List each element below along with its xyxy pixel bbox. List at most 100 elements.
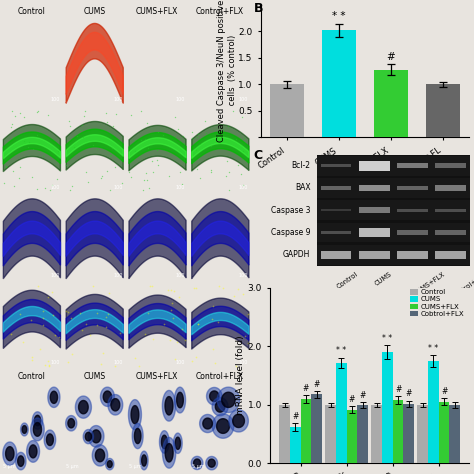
Bar	[321, 164, 351, 167]
Text: BAX: BAX	[295, 183, 310, 192]
Point	[84, 178, 91, 186]
Point	[234, 161, 242, 169]
Point	[141, 330, 148, 337]
Point	[239, 155, 246, 163]
Text: Control: Control	[18, 7, 46, 16]
Point	[102, 313, 109, 321]
Point	[76, 310, 83, 317]
Bar	[321, 251, 351, 259]
Polygon shape	[103, 391, 111, 402]
Point	[143, 176, 150, 183]
Point	[66, 187, 74, 194]
Point	[78, 121, 85, 128]
Text: 100: 100	[50, 97, 60, 102]
Polygon shape	[31, 418, 44, 441]
Polygon shape	[85, 432, 91, 441]
Text: 100: 100	[113, 185, 122, 190]
Point	[24, 143, 31, 150]
Polygon shape	[100, 387, 114, 406]
Bar	[317, 178, 470, 198]
Point	[131, 354, 139, 362]
Point	[191, 284, 198, 292]
Bar	[435, 209, 466, 212]
Text: #: #	[314, 380, 320, 389]
Text: Control: Control	[336, 271, 359, 290]
Point	[33, 186, 40, 193]
Text: 5 μm: 5 μm	[66, 464, 79, 468]
Point	[209, 316, 216, 323]
Polygon shape	[46, 434, 54, 446]
Polygon shape	[163, 438, 176, 468]
Point	[146, 184, 153, 192]
Point	[16, 174, 23, 182]
Polygon shape	[20, 423, 28, 436]
Bar	[449, 405, 460, 464]
Point	[46, 362, 53, 370]
Point	[106, 186, 114, 193]
Point	[224, 122, 232, 129]
Polygon shape	[135, 428, 141, 444]
Bar	[397, 163, 428, 168]
Point	[7, 330, 15, 337]
Text: #: #	[303, 383, 309, 392]
Point	[169, 314, 177, 322]
Polygon shape	[212, 414, 234, 438]
Polygon shape	[203, 418, 212, 429]
Bar	[371, 405, 382, 464]
Polygon shape	[208, 459, 215, 467]
Point	[202, 129, 210, 137]
Point	[28, 356, 36, 364]
Point	[89, 282, 97, 290]
Polygon shape	[165, 397, 173, 415]
Point	[98, 173, 106, 180]
Point	[51, 331, 59, 339]
Point	[171, 355, 178, 363]
Bar	[321, 209, 351, 211]
Point	[232, 136, 239, 143]
Point	[20, 113, 27, 121]
Point	[10, 182, 18, 190]
Point	[239, 291, 247, 298]
Point	[9, 133, 17, 141]
Point	[55, 333, 63, 341]
Point	[159, 131, 167, 139]
Point	[144, 144, 152, 151]
Point	[218, 134, 225, 142]
Point	[148, 283, 156, 290]
Bar	[270, 84, 304, 137]
Polygon shape	[217, 419, 229, 433]
Point	[112, 110, 120, 118]
Polygon shape	[75, 396, 91, 418]
Point	[36, 345, 44, 352]
Polygon shape	[173, 433, 182, 454]
Polygon shape	[193, 459, 201, 467]
Point	[108, 151, 115, 159]
Point	[39, 314, 47, 322]
Point	[8, 107, 16, 115]
Polygon shape	[175, 437, 181, 449]
Point	[137, 136, 145, 144]
Bar	[428, 361, 439, 464]
Text: * *: * *	[428, 344, 438, 353]
Point	[154, 128, 162, 136]
Point	[89, 141, 96, 149]
Point	[65, 118, 73, 125]
Polygon shape	[18, 456, 24, 466]
Point	[44, 111, 52, 118]
Polygon shape	[111, 399, 120, 411]
Bar	[374, 70, 408, 137]
Point	[216, 282, 223, 290]
Point	[68, 182, 76, 190]
Point	[111, 163, 118, 171]
Point	[67, 314, 75, 322]
Point	[146, 282, 154, 290]
Polygon shape	[162, 435, 167, 449]
Text: 100: 100	[176, 273, 185, 278]
Point	[16, 310, 23, 318]
Bar	[435, 185, 466, 191]
Point	[239, 147, 246, 155]
Point	[207, 166, 214, 174]
Text: 100: 100	[239, 273, 248, 278]
Point	[240, 134, 248, 141]
Bar	[336, 363, 346, 464]
